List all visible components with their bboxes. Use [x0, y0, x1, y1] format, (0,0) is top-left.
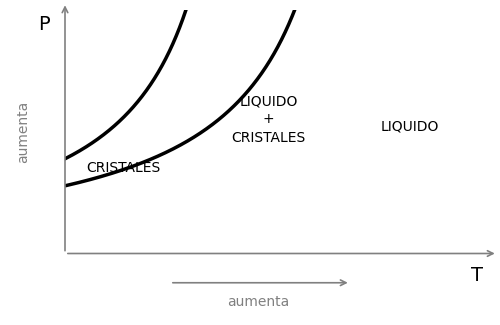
Text: LIQUIDO
+
CRISTALES: LIQUIDO + CRISTALES — [232, 94, 306, 145]
Text: CRISTALES: CRISTALES — [86, 161, 161, 175]
Text: T: T — [470, 266, 482, 285]
Text: aumenta: aumenta — [16, 100, 30, 163]
Text: aumenta: aumenta — [227, 295, 290, 309]
Text: P: P — [38, 15, 50, 33]
Text: LIQUIDO: LIQUIDO — [380, 120, 438, 134]
